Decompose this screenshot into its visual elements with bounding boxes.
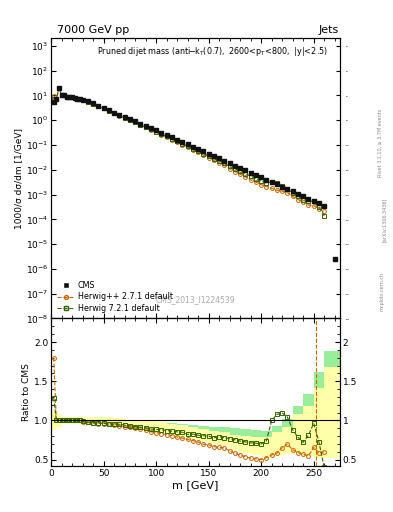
Text: 7000 GeV pp: 7000 GeV pp bbox=[57, 25, 129, 35]
Text: Pruned dijet mass $\mathsf{(anti\!\!-\!\!k_T(0.7),\ 2600\!<\!p_T\!<\!800,\ |y|\!: Pruned dijet mass $\mathsf{(anti\!\!-\!\… bbox=[97, 46, 329, 58]
Text: Jets: Jets bbox=[318, 25, 339, 35]
Text: mcplots.cern.ch: mcplots.cern.ch bbox=[380, 272, 384, 311]
Y-axis label: 1000/σ dσ/dm [1/GeV]: 1000/σ dσ/dm [1/GeV] bbox=[14, 128, 23, 229]
X-axis label: m [GeV]: m [GeV] bbox=[172, 480, 219, 490]
Text: [arXiv:1306.3436]: [arXiv:1306.3436] bbox=[382, 198, 387, 242]
Legend: CMS, Herwig++ 2.7.1 default, Herwig 7.2.1 default: CMS, Herwig++ 2.7.1 default, Herwig 7.2.… bbox=[55, 280, 174, 314]
Text: Rivet 3.1.10, ≥ 3.7M events: Rivet 3.1.10, ≥ 3.7M events bbox=[378, 109, 383, 178]
Y-axis label: Ratio to CMS: Ratio to CMS bbox=[22, 364, 31, 421]
Text: CMS_2013_I1224539: CMS_2013_I1224539 bbox=[156, 295, 235, 305]
